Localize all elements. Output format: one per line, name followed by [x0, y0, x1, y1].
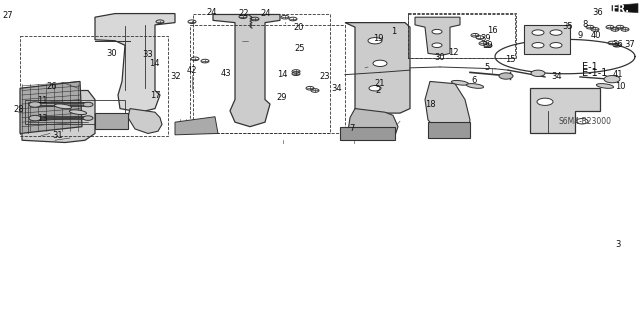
Text: 5: 5 — [484, 63, 490, 72]
Text: 11: 11 — [36, 96, 47, 105]
Ellipse shape — [596, 84, 614, 88]
Text: 34: 34 — [552, 72, 563, 81]
Polygon shape — [428, 122, 470, 138]
Text: 14: 14 — [276, 70, 287, 79]
Text: 17: 17 — [150, 91, 160, 100]
Polygon shape — [95, 14, 175, 112]
Circle shape — [532, 42, 544, 48]
Circle shape — [373, 60, 387, 66]
Text: 10: 10 — [615, 82, 625, 91]
Bar — [193, 14, 330, 133]
Text: 33: 33 — [143, 50, 154, 59]
Text: 16: 16 — [486, 26, 497, 35]
Text: 43: 43 — [221, 69, 231, 78]
Text: 36: 36 — [612, 40, 623, 49]
Ellipse shape — [467, 84, 484, 88]
Text: 3: 3 — [615, 240, 621, 249]
Text: 8: 8 — [582, 20, 588, 29]
Circle shape — [531, 70, 545, 77]
Text: 19: 19 — [372, 34, 383, 43]
Polygon shape — [530, 88, 600, 133]
Text: 42: 42 — [187, 66, 197, 75]
Bar — [190, 25, 345, 133]
Polygon shape — [175, 117, 218, 135]
Circle shape — [550, 30, 562, 35]
Polygon shape — [128, 108, 162, 133]
Text: 41: 41 — [612, 70, 623, 79]
Text: 28: 28 — [13, 106, 24, 115]
Text: 26: 26 — [47, 82, 58, 91]
Text: S6M4-B23000: S6M4-B23000 — [559, 117, 611, 126]
Text: 39: 39 — [481, 34, 492, 43]
Polygon shape — [340, 127, 395, 140]
Text: 7: 7 — [349, 124, 355, 133]
Text: 29: 29 — [276, 93, 287, 102]
Ellipse shape — [451, 80, 468, 85]
Circle shape — [537, 98, 553, 105]
Text: 31: 31 — [52, 131, 63, 140]
Text: 36: 36 — [593, 8, 604, 17]
Polygon shape — [524, 25, 570, 54]
Text: 1: 1 — [392, 27, 397, 36]
Bar — [408, 13, 516, 58]
Text: 24: 24 — [207, 8, 217, 17]
Bar — [25, 100, 125, 124]
Polygon shape — [95, 113, 128, 129]
Circle shape — [29, 102, 41, 107]
Text: 35: 35 — [563, 22, 573, 31]
Text: 40: 40 — [591, 31, 601, 40]
Text: 37: 37 — [625, 40, 636, 49]
Circle shape — [432, 43, 442, 48]
Polygon shape — [20, 81, 82, 133]
Polygon shape — [612, 4, 638, 13]
Circle shape — [368, 38, 382, 44]
Polygon shape — [415, 17, 460, 55]
Circle shape — [499, 73, 513, 79]
Text: E-1-1: E-1-1 — [582, 68, 607, 78]
Circle shape — [532, 30, 544, 35]
Text: 15: 15 — [505, 55, 515, 64]
Text: 30: 30 — [435, 53, 445, 63]
Text: 39: 39 — [483, 41, 493, 50]
Text: 22: 22 — [239, 9, 249, 18]
Text: 6: 6 — [471, 76, 477, 85]
Text: FR.: FR. — [611, 4, 629, 14]
Text: 24: 24 — [260, 9, 271, 18]
Text: 34: 34 — [332, 84, 342, 93]
Ellipse shape — [69, 110, 86, 115]
Polygon shape — [348, 108, 398, 139]
Bar — [20, 36, 168, 136]
Text: 14: 14 — [148, 59, 159, 68]
Polygon shape — [345, 23, 410, 113]
Ellipse shape — [54, 104, 72, 109]
Circle shape — [432, 29, 442, 34]
Text: 12: 12 — [448, 48, 458, 56]
Polygon shape — [213, 14, 280, 127]
Polygon shape — [425, 81, 470, 136]
Text: 2: 2 — [376, 86, 381, 95]
Circle shape — [550, 42, 562, 48]
Text: 25: 25 — [295, 44, 305, 53]
Text: 20: 20 — [294, 23, 304, 32]
Circle shape — [604, 76, 620, 83]
Circle shape — [369, 85, 381, 91]
Polygon shape — [22, 91, 95, 143]
Text: 9: 9 — [577, 31, 582, 40]
Text: 18: 18 — [425, 100, 435, 108]
Text: E-1: E-1 — [582, 62, 598, 72]
Circle shape — [83, 116, 93, 120]
Circle shape — [576, 119, 588, 124]
Circle shape — [83, 102, 93, 107]
Text: 32: 32 — [171, 71, 181, 80]
Circle shape — [29, 115, 41, 121]
Text: 27: 27 — [3, 11, 13, 20]
Text: 21: 21 — [375, 79, 385, 88]
Text: 13: 13 — [36, 114, 47, 123]
Text: 23: 23 — [320, 72, 330, 81]
Text: 30: 30 — [107, 49, 117, 58]
